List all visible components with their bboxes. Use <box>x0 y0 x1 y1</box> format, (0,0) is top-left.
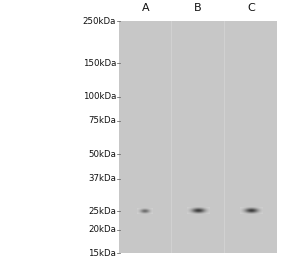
Text: B: B <box>194 3 202 13</box>
Text: 250kDa: 250kDa <box>83 17 116 26</box>
Text: 20kDa: 20kDa <box>88 225 116 234</box>
FancyBboxPatch shape <box>119 21 277 253</box>
Text: A: A <box>142 3 149 13</box>
Text: 100kDa: 100kDa <box>83 92 116 101</box>
Text: 75kDa: 75kDa <box>88 116 116 125</box>
Text: C: C <box>247 3 255 13</box>
FancyBboxPatch shape <box>119 21 171 253</box>
FancyBboxPatch shape <box>172 21 224 253</box>
Text: 150kDa: 150kDa <box>83 59 116 68</box>
Text: 37kDa: 37kDa <box>88 175 116 183</box>
Text: 25kDa: 25kDa <box>88 207 116 216</box>
Text: 15kDa: 15kDa <box>88 249 116 258</box>
Text: 50kDa: 50kDa <box>88 149 116 158</box>
FancyBboxPatch shape <box>225 21 277 253</box>
